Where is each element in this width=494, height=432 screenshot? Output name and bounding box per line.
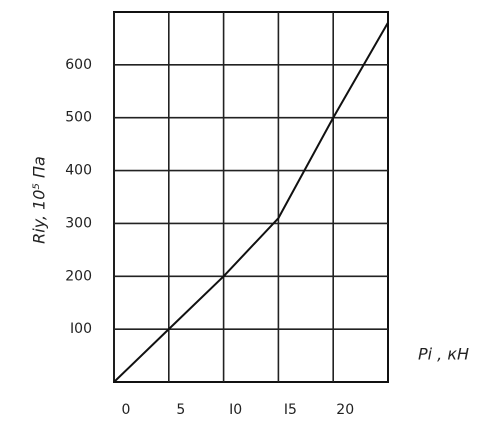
y-tick-label: 600 [65,57,92,73]
x-tick-label: I0 [229,402,242,418]
y-tick-label: I00 [70,321,92,337]
x-tick-label: 20 [336,402,354,418]
x-tick-label: 5 [176,402,185,418]
x-tick-label: I5 [284,402,297,418]
y-tick-label: 400 [65,163,92,179]
x-tick-label: 0 [122,402,131,418]
x-axis-label: Pi , кН [418,345,469,364]
y-tick-label: 200 [65,268,92,284]
y-tick-label: 500 [65,110,92,126]
plot-frame [113,11,389,383]
y-tick-label: 300 [65,215,92,231]
data-line [113,22,389,383]
y-axis-label: Riy, 10⁵ Па [30,156,49,244]
